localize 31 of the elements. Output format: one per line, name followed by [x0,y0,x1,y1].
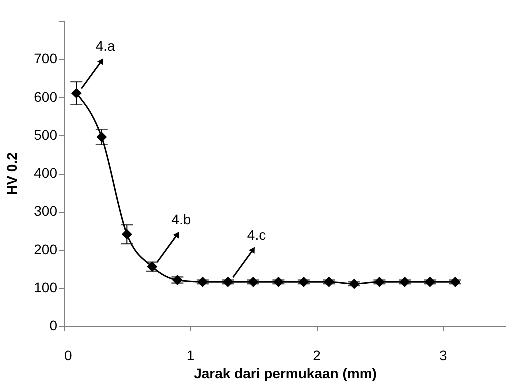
point [324,276,334,288]
y-tick-label: 600 [34,88,58,105]
x-tick-label: 2 [313,348,322,364]
annotation: 4.a [96,38,116,54]
x-axis-title: Jarak dari permukaan (mm) [194,366,377,382]
point [248,276,259,288]
point [71,88,82,99]
x-tick-label: 1 [186,348,195,364]
y-tick-label: 200 [34,241,58,258]
y-tick-label: 700 [34,50,58,67]
point [374,276,385,288]
point [349,278,360,290]
y-tick-label: 0 [50,318,58,334]
x-tick-label: 0 [64,348,72,364]
point [122,229,132,240]
point [198,276,208,288]
point [273,276,284,288]
point [298,276,310,288]
point [96,132,108,143]
x-tick-label: 3 [439,348,448,364]
y-axis-title: HV 0.2 [4,152,20,196]
point [450,276,461,288]
annotation: 4.b [172,212,192,228]
point [400,276,410,288]
y-tick-label: 100 [34,279,58,296]
point [424,276,436,288]
y-tick-label: 300 [34,203,58,220]
y-tick-label: 500 [34,126,58,143]
annotation: 4.c [247,226,266,243]
y-tick-label: 400 [34,165,58,181]
point [222,276,234,288]
